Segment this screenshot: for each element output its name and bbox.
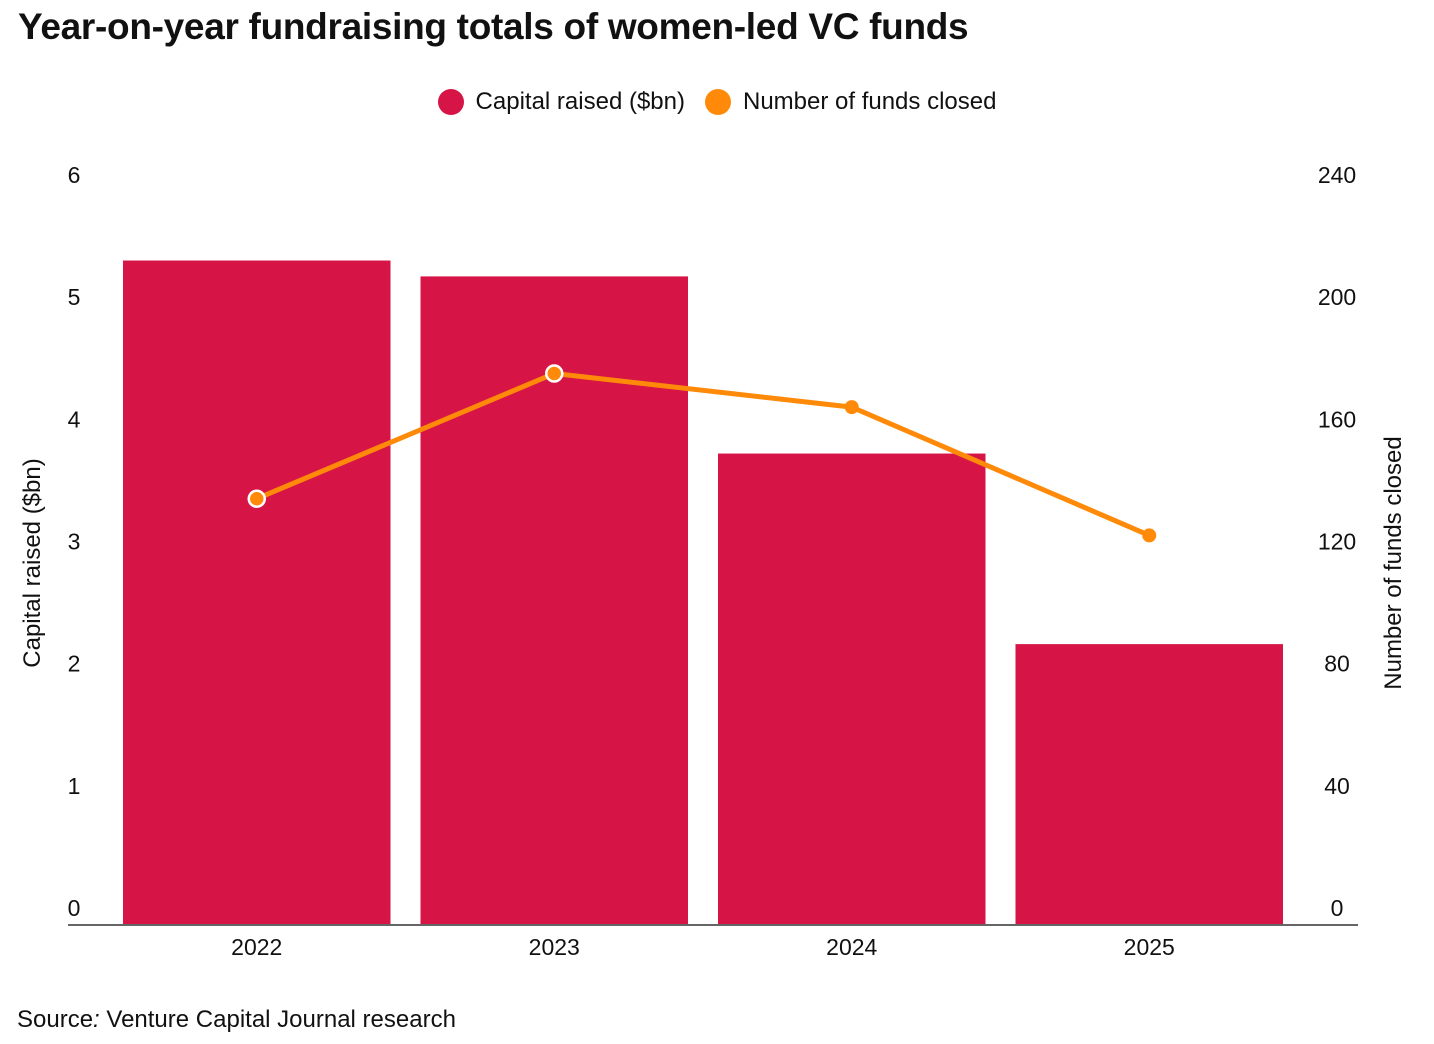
legend-label-capital: Capital raised ($bn)	[475, 88, 685, 115]
x-tick-label-2022: 2022	[231, 934, 282, 960]
source-prefix: Source	[17, 1006, 94, 1033]
legend-item-funds: Number of funds closed	[704, 88, 997, 116]
y-right-tick-label: 40	[1324, 773, 1350, 799]
x-tick-label-2024: 2024	[826, 934, 877, 960]
point-funds-2023	[545, 364, 564, 383]
legend: Capital raised ($bn) Number of funds clo…	[0, 88, 1434, 116]
bar-2024	[718, 453, 986, 924]
source-note: Source: Venture Capital Journal research	[17, 1006, 456, 1034]
y-left-tick-label: 2	[68, 651, 81, 677]
y-left-tick-label: 0	[68, 895, 81, 921]
x-tick-label-2023: 2023	[529, 934, 580, 960]
point-funds-2025	[1142, 528, 1157, 543]
source-colon: :	[93, 1006, 100, 1033]
legend-swatch-capital	[437, 89, 464, 115]
point-funds-2022	[247, 489, 266, 508]
legend-item-capital: Capital raised ($bn)	[437, 88, 685, 116]
chart-area: 0 1 2 3 4 5 6 0 40 80 120 160 200 240 2022 2023 2024 2025…	[19, 162, 1407, 960]
y-right-tick-label: 160	[1318, 406, 1356, 432]
y-right-axis-title: Number of funds closed	[1380, 436, 1407, 689]
bar-2025	[1015, 644, 1283, 924]
legend-swatch-funds	[704, 89, 731, 115]
legend-label-funds: Number of funds closed	[742, 88, 997, 115]
y-left-tick-label: 6	[68, 162, 81, 188]
y-left-tick-label: 3	[68, 529, 81, 555]
y-right-tick-label: 80	[1324, 651, 1350, 677]
point-funds-2024	[844, 400, 859, 415]
bar-2022	[123, 260, 391, 924]
y-right-tick-label: 0	[1331, 895, 1344, 921]
y-left-tick-label: 5	[68, 284, 81, 310]
y-left-tick-label: 4	[68, 406, 81, 432]
y-right-tick-label: 240	[1318, 162, 1356, 188]
y-right-tick-label: 120	[1318, 529, 1356, 555]
y-left-axis-title: Capital raised ($bn)	[19, 458, 46, 667]
x-tick-label-2025: 2025	[1124, 934, 1175, 960]
chart-title: Year-on-year fundraising totals of women…	[18, 6, 969, 47]
y-left-tick-label: 1	[68, 773, 81, 799]
y-right-tick-label: 200	[1318, 284, 1356, 310]
line-number-of-funds	[254, 371, 1152, 538]
source-text: Venture Capital Journal research	[99, 1006, 456, 1033]
